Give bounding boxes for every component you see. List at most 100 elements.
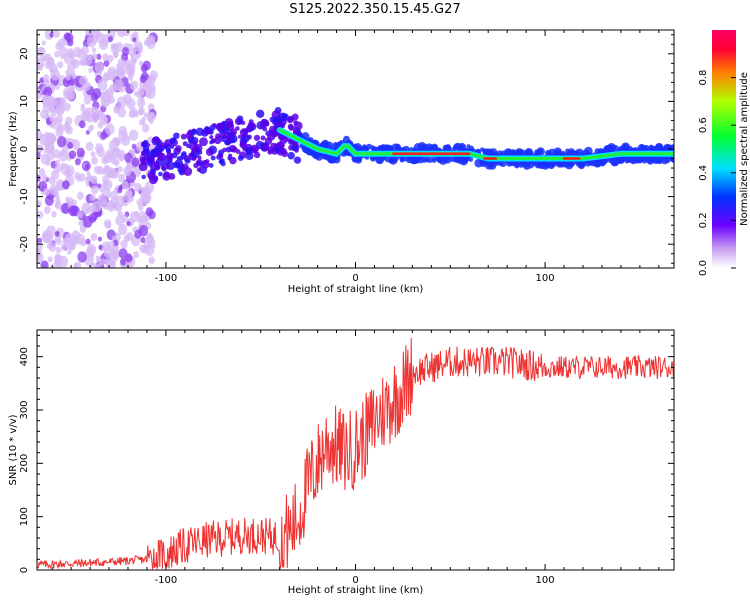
spectrogram-cell (131, 143, 137, 150)
spectrogram-cell (81, 110, 90, 121)
spectrogram-cell (121, 214, 128, 223)
spectrogram-cell (75, 233, 85, 245)
spectrogram-cell (62, 180, 70, 190)
spectrogram-cell (43, 187, 51, 196)
spectrogram-cell (220, 136, 226, 142)
spectrogram-cell (37, 200, 42, 208)
spectrogram-cell (55, 159, 61, 166)
spectrogram-cell (208, 162, 214, 168)
spectrogram-cell (399, 157, 405, 163)
spectrogram-cell (84, 163, 89, 170)
spectrogram-cell (184, 157, 191, 164)
colorbar-tick-label: 0.2 (698, 212, 709, 228)
spectrogram-cell (201, 160, 210, 169)
spectrogram-cell (49, 115, 55, 122)
spectrogram-cell (103, 166, 109, 172)
x-tick-label: 100 (536, 273, 555, 284)
spectrogram-cell (120, 134, 131, 146)
spectrogram-cell (67, 64, 72, 70)
spectrogram-cell (413, 143, 423, 152)
spectrogram-cell (136, 90, 144, 99)
spectrogram-cell (198, 161, 203, 166)
spectrogram-cell (117, 187, 123, 194)
spectrogram-cell (97, 193, 108, 206)
spectrogram-cell (116, 96, 127, 109)
spectrogram-cell (199, 137, 208, 147)
spectrogram-cell (255, 109, 265, 119)
spectrogram-cell (196, 167, 202, 172)
spectrogram-cell (105, 221, 112, 229)
spectrogram-cell (160, 165, 165, 170)
spectrogram-cell (157, 152, 166, 162)
spectrogram-cell (41, 232, 50, 243)
spectrogram-cell (90, 151, 96, 157)
spectrogram-cell (235, 126, 240, 131)
spectrogram-cell (238, 134, 243, 139)
spectrogram-cell (279, 147, 287, 155)
spectrogram-cell (128, 43, 133, 49)
spectrogram-cell (102, 41, 107, 47)
spectrogram-cell (91, 200, 102, 213)
y-tick-label: 10 (19, 95, 30, 108)
y-tick-label: 0 (19, 146, 30, 152)
spectrogram-cell (78, 173, 86, 182)
spectrogram-cell (43, 86, 53, 97)
spectrogram-cell (262, 126, 268, 132)
spectrogram-cell (96, 53, 102, 60)
y-tick-label: 20 (19, 47, 30, 60)
spectrogram-cell (37, 150, 41, 160)
spectrogram-cell (86, 36, 97, 48)
spectrogram-cell (138, 162, 148, 172)
spectrogram-cell (153, 160, 160, 167)
spectrogram-cell (535, 162, 541, 169)
spectrogram-cell (97, 236, 102, 242)
spectrogram-cell (274, 146, 281, 154)
spectrogram-cell (117, 210, 124, 218)
spectrogram-cell (64, 169, 72, 178)
spectrogram-cell (287, 151, 295, 160)
spectrogram-cell (278, 112, 288, 122)
spectrogram-cell (46, 57, 55, 68)
spectrogram-cell (82, 54, 93, 66)
spectrogram-cell (114, 206, 120, 212)
spectrogram-cell (126, 221, 131, 227)
spectrogram-cell (186, 143, 191, 149)
spectrogram-cell (46, 143, 55, 153)
colorbar-label: Normalized spectral amplitude (739, 72, 750, 226)
spectrogram-cell (141, 186, 147, 194)
spectrogram-cell (610, 157, 620, 167)
spectrogram-cell (37, 144, 42, 152)
spectrogram-cell (37, 88, 43, 100)
spectrogram-cell (76, 48, 86, 60)
spectrogram-cell (138, 215, 148, 228)
spectrogram-cell (213, 136, 222, 145)
spectrogram-cell (91, 47, 97, 53)
spectrogram-cell (71, 139, 81, 150)
ridge-core (278, 128, 674, 160)
colorbar-gradient (712, 30, 736, 268)
spectrogram-cell (85, 238, 91, 245)
spectrogram-cell (87, 125, 94, 132)
spectrogram-cell (224, 139, 230, 146)
spectrogram-cell (49, 184, 59, 196)
spectrogram-cell (41, 40, 46, 46)
spectrogram-cell (130, 210, 140, 223)
spectrogram-cell (43, 131, 51, 141)
spectrogram-cell (63, 32, 71, 41)
spectrogram-cell (655, 143, 664, 151)
spectrogram-cell (206, 129, 212, 135)
spectrogram-cell (105, 258, 114, 268)
spectrogram-cell (209, 124, 216, 131)
spectrogram-cell (267, 146, 275, 154)
spectrogram-cell (80, 103, 85, 109)
spectrogram-cell (89, 194, 96, 202)
spectrogram-cell (52, 30, 60, 39)
spectrogram-cell (97, 121, 104, 129)
spectrogram-cell (215, 122, 224, 131)
spectrogram-cell (143, 112, 148, 118)
spectrogram-cell (73, 263, 79, 268)
spectrogram-cell (197, 155, 202, 160)
spectrogram-cell (237, 155, 244, 161)
spectrogram-cell (417, 156, 425, 164)
